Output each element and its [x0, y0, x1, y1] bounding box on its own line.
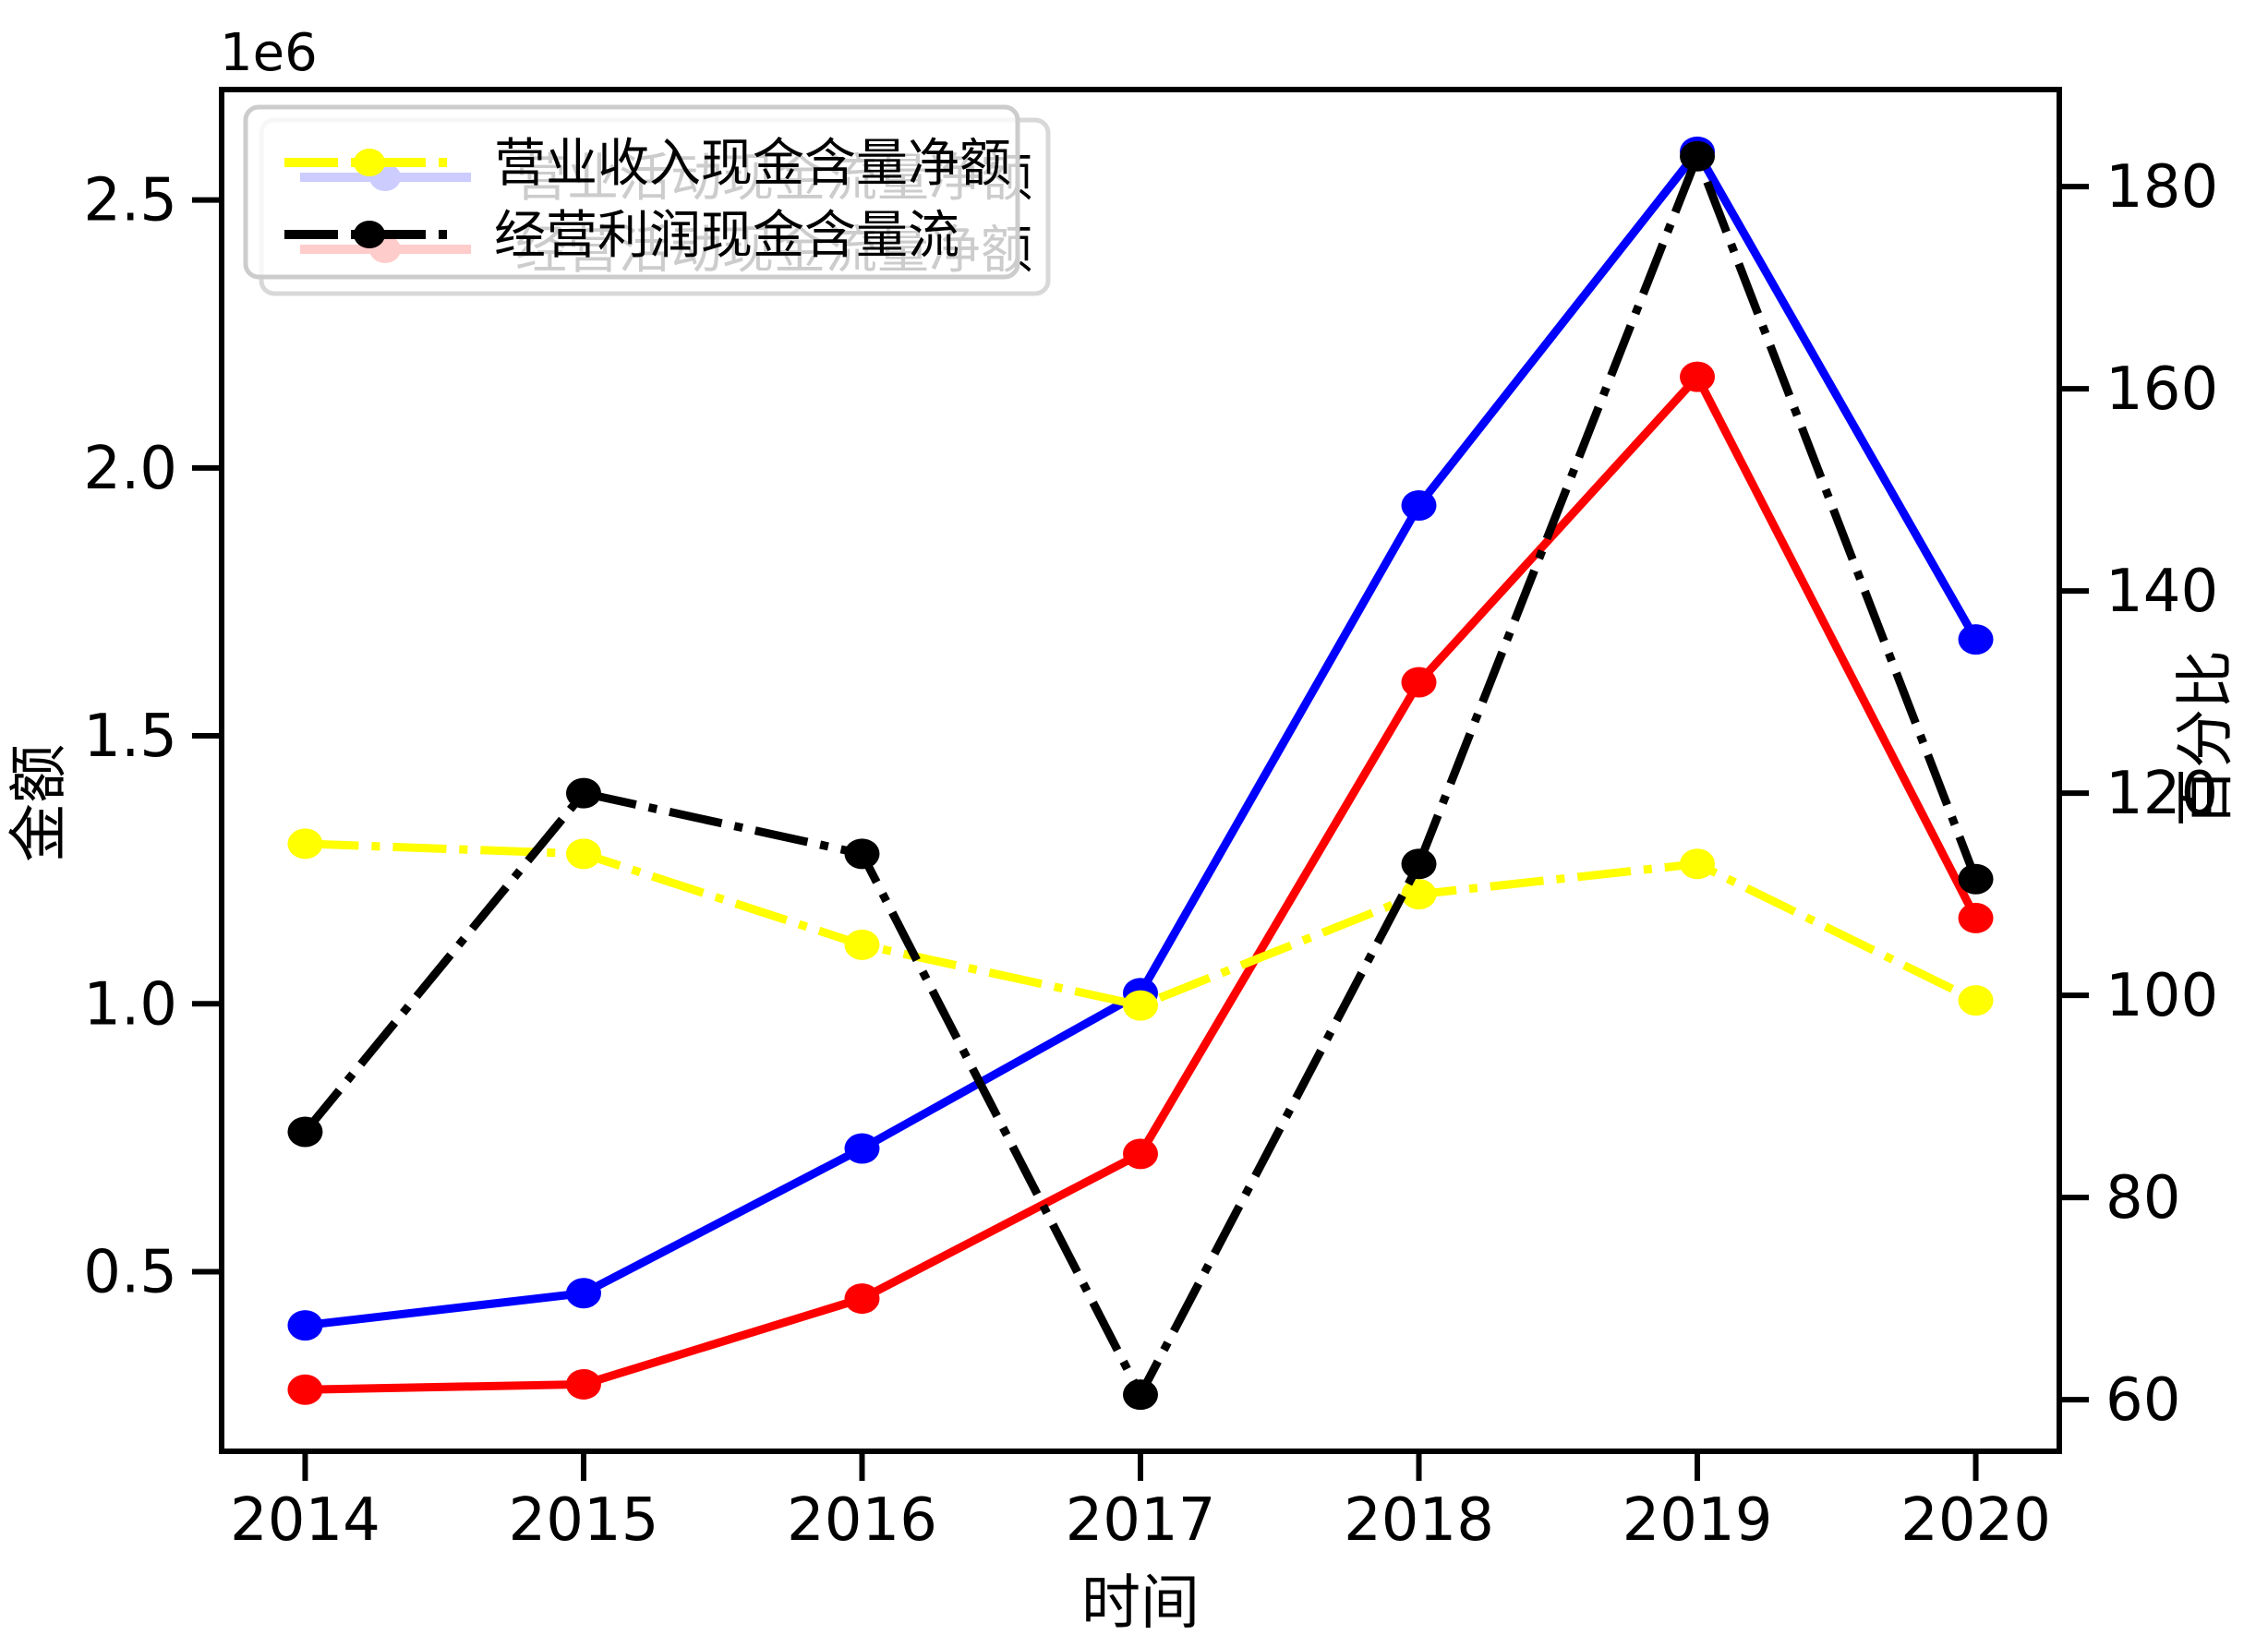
legend: 营业活动现金流量净额经营活动现金流量净额营业收入现金含量净额经营利润现金含量流 [243, 104, 1051, 296]
data-point-marker [565, 1368, 601, 1400]
series-2 [287, 828, 1994, 1021]
data-point-marker [1958, 624, 1994, 655]
data-point-marker [1958, 863, 1994, 895]
x-tick-label: 2017 [1066, 1486, 1216, 1555]
x-axis-title: 时间 [1081, 1569, 1200, 1635]
y-right-axis-title: 百分比 [2172, 650, 2240, 827]
data-point-marker [1123, 1138, 1158, 1170]
series-1-line [305, 369, 1980, 1394]
legend-front-sample-marker [354, 221, 385, 248]
y-left-tick-label: 2.0 [83, 435, 177, 503]
y-left-tick-label: 0.5 [83, 1239, 177, 1307]
data-point-marker [1401, 489, 1437, 521]
data-point-marker [287, 828, 323, 860]
y-left-axis-offset-label: 1e6 [220, 23, 318, 83]
data-point-marker [1401, 879, 1437, 910]
y-left-tick-label: 1.0 [83, 970, 177, 1039]
y-right-tick-label: 100 [2105, 962, 2218, 1030]
legend-front-label: 经营利润现金含量流 [494, 206, 959, 266]
data-point-marker [565, 777, 601, 809]
data-point-marker [1958, 985, 1994, 1016]
data-point-marker [287, 1374, 323, 1405]
x-tick-label: 2019 [1623, 1486, 1773, 1555]
data-point-marker [287, 1116, 323, 1148]
y-left-tick-label: 1.5 [83, 703, 177, 771]
series-3-line [301, 144, 1980, 1404]
data-point-marker [1680, 361, 1716, 392]
data-point-marker [844, 929, 880, 960]
data-point-marker [844, 1283, 880, 1315]
data-point-marker [565, 838, 601, 870]
data-point-marker [1680, 848, 1716, 880]
data-point-marker [844, 838, 880, 870]
x-tick-label: 2020 [1900, 1486, 2051, 1555]
y-right-tick-label: 140 [2105, 558, 2218, 626]
x-tick-label: 2018 [1344, 1486, 1494, 1555]
data-point-marker [565, 1278, 601, 1309]
y-right-tick-label: 60 [2105, 1366, 2180, 1435]
series-1 [287, 361, 1994, 1405]
y-right-tick-label: 80 [2105, 1164, 2180, 1232]
x-tick-label: 2015 [509, 1486, 659, 1555]
x-tick-label: 2016 [787, 1486, 937, 1555]
x-tick-label: 2014 [230, 1486, 380, 1555]
data-point-marker [1401, 667, 1437, 698]
y-right-tick-label: 160 [2105, 355, 2218, 424]
data-point-marker [287, 1310, 323, 1341]
data-point-marker [844, 1133, 880, 1164]
legend-front-label: 营业收入现金含量净额 [494, 134, 1011, 194]
data-point-marker [1401, 848, 1437, 880]
y-right-tick-label: 180 [2105, 153, 2218, 222]
data-point-marker [1680, 140, 1716, 172]
y-left-tick-label: 2.5 [83, 167, 177, 235]
y-left-axis-title: 金额 [6, 744, 74, 862]
series-3 [287, 140, 1994, 1411]
data-point-marker [1958, 902, 1994, 933]
legend-front-sample-marker [354, 149, 385, 176]
plot-area: 0.5 1.0 1.5 2.0 2.5 60 80 100 120 140 160 180 2014 20… [83, 87, 2218, 1555]
data-point-marker [1123, 1379, 1158, 1411]
y-right-tick-label: 120 [2105, 760, 2218, 828]
data-point-marker [1123, 990, 1158, 1021]
